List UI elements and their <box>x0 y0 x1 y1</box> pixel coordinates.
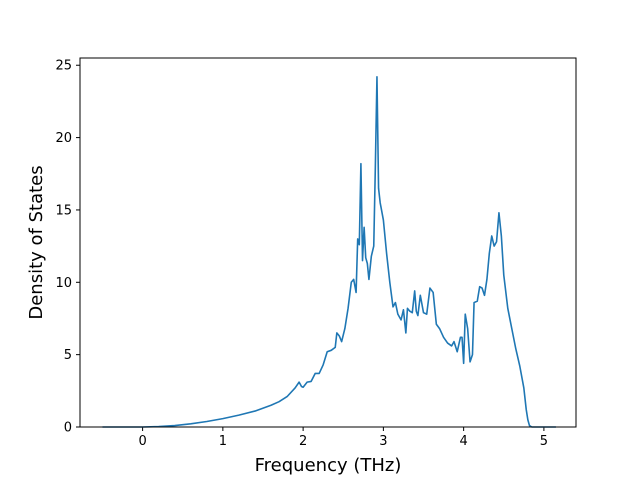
ticks-layer: 0 1 2 3 4 5 0 5 10 15 20 25 <box>55 59 548 449</box>
x-tick-label: 4 <box>459 434 467 449</box>
x-axis-label: Frequency (THz) <box>255 455 402 476</box>
plot-area-frame <box>79 57 577 428</box>
y-tick-label: 0 <box>64 421 72 436</box>
y-tick-label: 15 <box>55 203 72 218</box>
x-tick-label: 3 <box>379 434 387 449</box>
x-tick-label: 1 <box>219 434 227 449</box>
y-axis-label: Density of States <box>26 165 47 319</box>
y-tick-label: 25 <box>55 59 72 74</box>
x-tick-label: 5 <box>540 434 548 449</box>
dos-series-line <box>102 76 556 428</box>
y-tick-label: 10 <box>55 276 72 291</box>
series-layer <box>102 76 556 428</box>
x-tick-label: 2 <box>299 434 307 449</box>
x-tick-label: 0 <box>138 434 146 449</box>
y-tick-label: 20 <box>55 131 72 146</box>
y-tick-label: 5 <box>64 348 72 363</box>
